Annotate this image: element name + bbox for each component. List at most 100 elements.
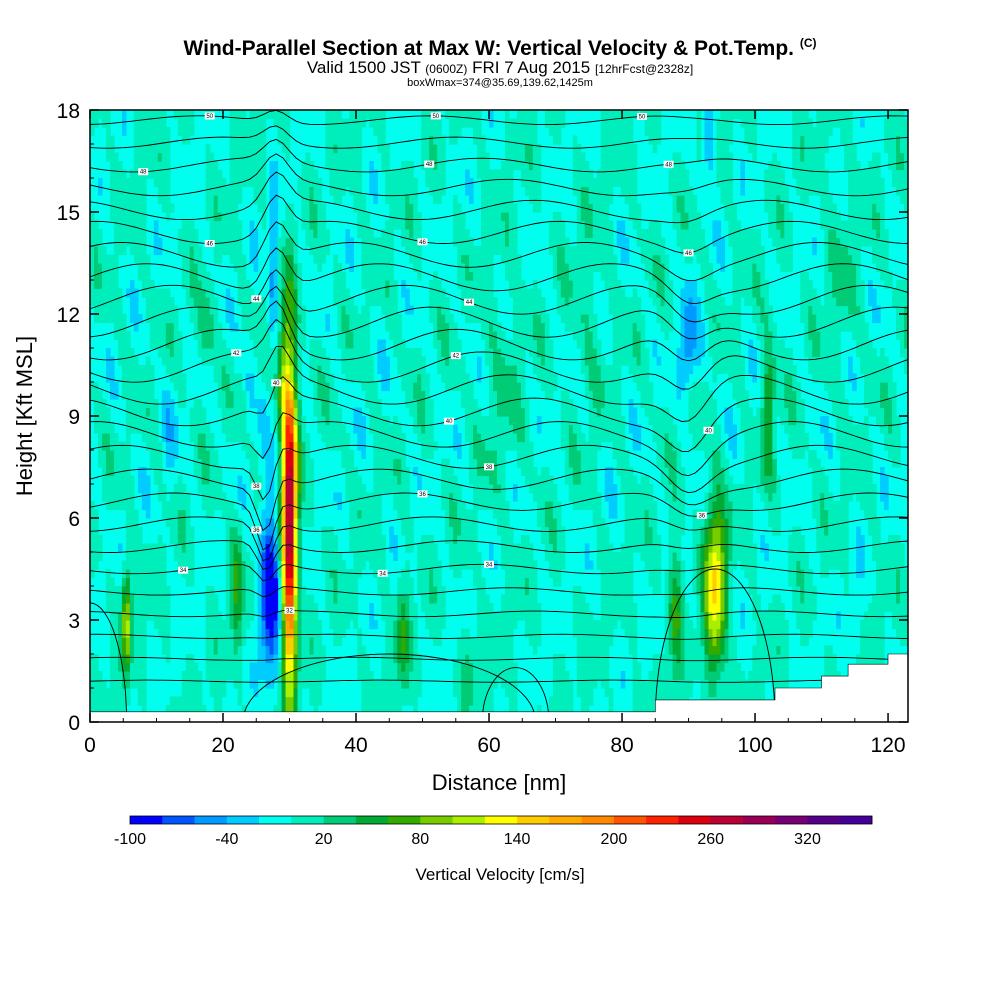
velocity-cell: [377, 688, 382, 698]
velocity-cell: [385, 220, 390, 230]
velocity-cell: [508, 178, 514, 188]
velocity-cell: [233, 382, 239, 392]
velocity-cell: [405, 178, 410, 188]
velocity-cell: [337, 594, 342, 604]
velocity-cell: [321, 390, 327, 400]
velocity-cell: [93, 535, 99, 545]
velocity-cell: [113, 671, 119, 681]
velocity-cell: [437, 586, 442, 596]
velocity-cell: [552, 373, 558, 383]
velocity-cell: [337, 127, 342, 137]
velocity-cell: [381, 237, 386, 247]
velocity-cell: [532, 152, 538, 162]
velocity-cell: [393, 305, 398, 315]
velocity-cell: [221, 348, 227, 358]
velocity-cell: [365, 671, 370, 681]
velocity-cell: [381, 127, 386, 137]
velocity-cell: [413, 399, 418, 409]
velocity-cell: [125, 518, 131, 528]
velocity-cell: [217, 501, 223, 511]
velocity-cell: [145, 135, 151, 145]
velocity-cell: [97, 433, 103, 443]
velocity-cell: [556, 501, 562, 511]
velocity-cell: [265, 365, 271, 375]
velocity-cell: [265, 492, 271, 502]
velocity-cell: [405, 288, 410, 298]
velocity-cell: [564, 263, 570, 273]
velocity-cell: [165, 297, 171, 307]
velocity-cell: [560, 110, 566, 120]
velocity-cell: [552, 263, 558, 273]
velocity-cell: [481, 263, 486, 273]
velocity-cell: [213, 339, 219, 349]
velocity-cell: [105, 135, 111, 145]
velocity-cell: [313, 178, 319, 188]
velocity-cell: [205, 424, 211, 434]
velocity-cell: [269, 229, 275, 239]
velocity-cell: [453, 679, 458, 689]
velocity-cell: [113, 178, 119, 188]
velocity-cell: [149, 458, 155, 468]
velocity-cell: [273, 220, 279, 230]
velocity-cell: [285, 322, 291, 332]
velocity-cell: [273, 254, 279, 264]
velocity-cell: [341, 433, 346, 443]
velocity-cell: [313, 407, 319, 417]
velocity-cell: [469, 543, 474, 553]
velocity-cell: [165, 705, 171, 715]
velocity-cell: [381, 671, 386, 681]
velocity-cell: [341, 152, 346, 162]
velocity-cell: [520, 178, 526, 188]
velocity-cell: [417, 263, 422, 273]
velocity-cell: [293, 509, 299, 519]
velocity-cell: [572, 611, 578, 621]
velocity-cell: [481, 688, 486, 698]
velocity-cell: [377, 484, 382, 494]
velocity-cell: [289, 348, 295, 358]
velocity-cell: [377, 705, 382, 715]
velocity-cell: [365, 696, 370, 706]
velocity-cell: [393, 705, 398, 715]
velocity-cell: [245, 620, 251, 630]
velocity-cell: [369, 407, 374, 417]
velocity-cell: [137, 416, 143, 426]
velocity-cell: [125, 560, 131, 570]
velocity-cell: [301, 475, 307, 485]
velocity-cell: [528, 552, 534, 562]
velocity-cell: [512, 144, 518, 154]
velocity-cell: [305, 611, 311, 621]
velocity-cell: [489, 603, 494, 613]
velocity-cell: [457, 212, 462, 222]
velocity-cell: [285, 620, 291, 630]
velocity-cell: [157, 288, 163, 298]
velocity-cell: [289, 628, 295, 638]
velocity-cell: [197, 297, 203, 307]
velocity-cell: [489, 628, 494, 638]
velocity-cell: [401, 662, 406, 672]
velocity-cell: [481, 314, 486, 324]
velocity-cell: [109, 152, 115, 162]
velocity-cell: [221, 645, 227, 655]
velocity-cell: [173, 552, 179, 562]
velocity-cell: [365, 220, 370, 230]
subtitle-valid: Valid 1500 JST: [306, 58, 421, 77]
velocity-cell: [536, 314, 542, 324]
velocity-cell: [341, 628, 346, 638]
velocity-cell: [481, 297, 486, 307]
velocity-cell: [341, 339, 346, 349]
velocity-cell: [277, 458, 283, 468]
velocity-cell: [373, 169, 378, 179]
velocity-cell: [173, 356, 179, 366]
velocity-cell: [369, 501, 374, 511]
velocity-cell: [493, 492, 498, 502]
velocity-cell: [405, 535, 410, 545]
velocity-cell: [345, 475, 350, 485]
velocity-cell: [285, 433, 291, 443]
velocity-cell: [524, 127, 530, 137]
velocity-cell: [441, 458, 446, 468]
velocity-cell: [333, 577, 338, 587]
velocity-cell: [317, 637, 323, 647]
velocity-cell: [201, 339, 207, 349]
velocity-cell: [377, 271, 382, 281]
velocity-cell: [353, 195, 358, 205]
